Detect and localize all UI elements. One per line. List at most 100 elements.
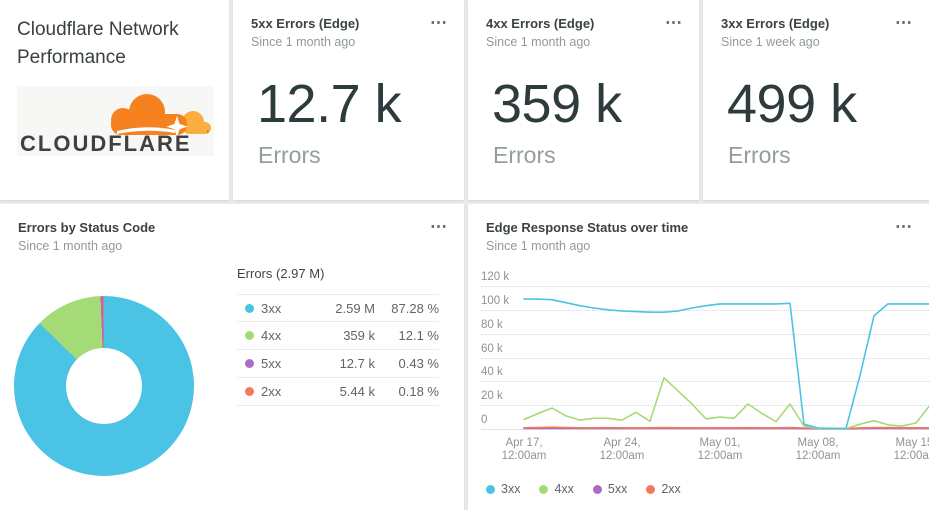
cloudflare-cloud-icon [111,94,211,138]
card-title: Errors by Status Code [18,220,156,235]
card-subtitle: Since 1 month ago [486,35,591,49]
dashboard-title-card: Cloudflare Network Performance CLOUDFLAR… [0,0,229,200]
series-color-dot [592,484,602,494]
pie-legend-title: Errors (2.97 M) [237,266,325,281]
gridline-60k [481,357,929,359]
gridline-40k [481,381,929,383]
line-legend-label: 4xx [554,482,574,496]
pie-legend-label: 2xx [261,384,282,399]
gridline-20k [481,405,929,407]
card-title: Edge Response Status over time [486,220,689,235]
billboard-value: 499 k [727,74,857,134]
cloudflare-wordmark: CLOUDFLARE [20,131,192,156]
series-color-dot [646,484,656,494]
billboard-value: 12.7 k [257,74,402,134]
card-subtitle: Since 1 month ago [251,35,356,49]
pie-legend-percent: 12.1 % [398,328,439,343]
pie-legend-row-4xx[interactable]: 4xx 359 k 12.1 % [237,322,439,350]
line-chart-legend: 3xx 4xx 5xx 2xx [486,482,681,496]
pie-legend-row-3xx[interactable]: 3xx 2.59 M 87.28 % [237,294,439,322]
series-color-dot [245,331,254,340]
card-header: 5xx Errors (Edge) Since 1 month ago [233,0,464,50]
card-menu-ellipsis-icon[interactable]: ⋯ [430,13,448,32]
pie-legend-label: 5xx [261,356,282,371]
line-chart-svg [523,298,929,430]
card-menu-ellipsis-icon[interactable]: ⋯ [895,217,913,236]
card-header: Edge Response Status over time Since 1 m… [468,204,929,254]
errors-by-status-code-card: Errors by Status Code Since 1 month ago … [0,204,464,510]
billboard-unit-label: Errors [493,142,556,168]
line-legend-label: 2xx [661,482,681,496]
line-legend-item-5xx[interactable]: 5xx [592,482,628,496]
y-axis-label: 60 k [481,342,503,355]
pie-legend-percent: 87.28 % [391,300,439,316]
pie-legend-row-2xx[interactable]: 2xx 5.44 k 0.18 % [237,378,439,406]
card-title: 5xx Errors (Edge) [251,16,360,31]
pie-legend-percent: 0.43 % [398,356,439,371]
cloudflare-trademark-tick: ' [207,129,209,139]
card-subtitle: Since 1 month ago [18,239,123,253]
y-axis-label: 80 k [481,318,503,331]
pie-legend-label: 3xx [261,300,282,316]
pie-legend-label: 4xx [261,328,282,343]
card-menu-ellipsis-icon[interactable]: ⋯ [665,13,683,32]
card-menu-ellipsis-icon[interactable]: ⋯ [895,13,913,32]
y-axis-label: 20 k [481,390,503,403]
donut-hole [66,348,142,424]
pie-legend-value: 2.59 M [335,300,375,316]
y-axis-label: 40 k [481,366,503,379]
y-axis-label: 100 k [481,294,510,307]
series-color-dot [245,359,254,368]
pie-legend-value: 359 k [343,328,375,343]
edge-response-status-card: Edge Response Status over time Since 1 m… [468,204,929,510]
card-subtitle: Since 1 week ago [721,35,820,49]
card-menu-ellipsis-icon[interactable]: ⋯ [430,217,448,236]
gridline-120k [481,286,929,287]
card-header: 3xx Errors (Edge) Since 1 week ago [703,0,929,50]
dashboard-title: Cloudflare Network Performance [17,19,179,68]
card-title: 4xx Errors (Edge) [486,16,595,31]
series-color-dot [486,484,495,494]
series-color-dot [245,303,254,313]
series-line-2xx [523,426,929,430]
y-axis-label: 120 k [481,271,510,283]
pie-legend-row-5xx[interactable]: 5xx 12.7 k 0.43 % [237,350,439,378]
pie-legend: Errors (2.97 M) 3xx 2.59 M 87.28 % 4xx 359 k… [237,266,439,406]
series-line-3xx [523,298,929,430]
card-subtitle: Since 1 month ago [486,239,591,253]
line-legend-item-3xx[interactable]: 3xx [486,482,520,496]
y-axis-label: 0 [481,414,488,426]
x-axis-label: Apr 24, 12:00am [599,437,645,462]
card-header: 4xx Errors (Edge) Since 1 month ago [468,0,699,50]
status-code-donut-chart[interactable] [14,296,194,476]
series-color-dot [245,387,254,396]
x-axis-label: May 15,12:00am [893,437,929,462]
billboard-card-4xx: 4xx Errors (Edge) Since 1 month ago ⋯ 35… [468,0,699,200]
billboard-unit-label: Errors [258,142,321,168]
x-axis-label: May 08, 12:00am [795,437,841,462]
pie-legend-value: 12.7 k [339,356,375,371]
billboard-card-5xx: 5xx Errors (Edge) Since 1 month ago ⋯ 12… [233,0,464,200]
pie-legend-percent: 0.18 % [398,384,439,399]
line-legend-item-2xx[interactable]: 2xx [646,482,681,496]
billboard-card-3xx: 3xx Errors (Edge) Since 1 week ago ⋯ 499… [703,0,929,200]
series-line-4xx [523,377,929,430]
x-axis-label: Apr 17, 12:00am [501,437,547,462]
pie-legend-value: 5.44 k [339,384,375,399]
card-title: 3xx Errors (Edge) [721,16,830,31]
x-axis-label: May 01, 12:00am [697,437,743,462]
gridline-0 [481,429,929,430]
line-legend-label: 3xx [501,482,521,496]
gridline-80k [481,333,929,335]
billboard-unit-label: Errors [728,142,791,168]
series-color-dot [539,484,549,494]
billboard-value: 359 k [492,74,622,134]
card-header: Errors by Status Code Since 1 month ago [0,204,464,254]
edge-response-line-chart[interactable] [516,284,929,432]
line-legend-label: 5xx [607,482,628,496]
line-legend-item-4xx[interactable]: 4xx [539,482,574,496]
cloudflare-logo: CLOUDFLARE ' [17,86,214,156]
pie-legend-rows: 3xx 2.59 M 87.28 % 4xx 359 k 12.1 % 5xx 12.7 k 0… [237,294,439,406]
gridline-100k [481,309,929,311]
